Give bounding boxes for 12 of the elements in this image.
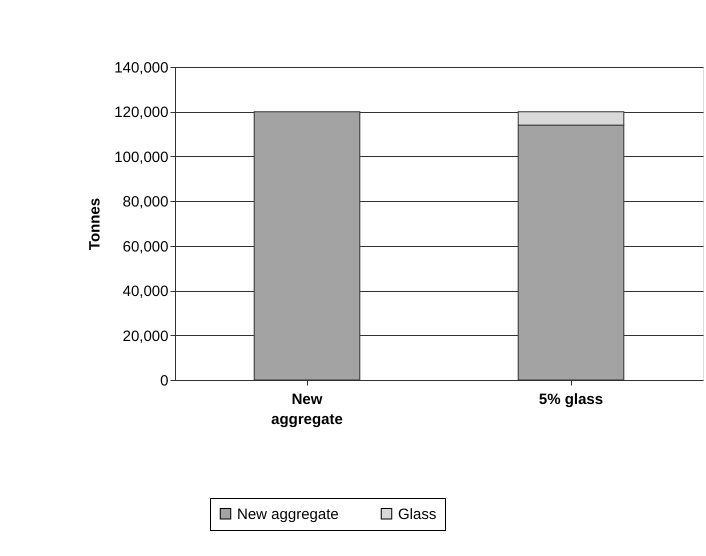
y-tick-label: 0 — [160, 372, 168, 390]
y-tick-label: 140,000 — [114, 60, 168, 76]
legend-label: New aggregate — [237, 506, 339, 523]
legend-label: Glass — [398, 506, 436, 523]
y-tick-label: 100,000 — [114, 148, 168, 166]
y-tick-label: 80,000 — [122, 194, 168, 211]
y-tick-label: 120,000 — [114, 104, 168, 122]
y-tick-label: 40,000 — [122, 283, 168, 300]
y-axis-title: Tonnes — [86, 198, 104, 250]
y-tick-label: 60,000 — [122, 238, 168, 256]
y-tick-label: 20,000 — [122, 328, 168, 345]
x-tick-label: 5% glass — [538, 391, 604, 408]
